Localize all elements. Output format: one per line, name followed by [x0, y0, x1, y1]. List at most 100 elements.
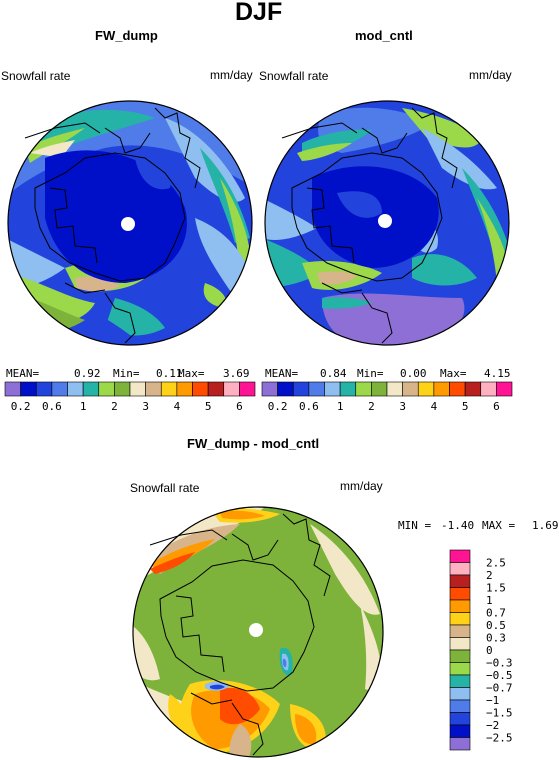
panel3-min-value: -1.40 — [441, 519, 475, 532]
panel3-colorbar-swatch — [449, 674, 471, 688]
panel3-colorbar-tick-label: −0.7 — [486, 682, 513, 695]
panel3-colorbar-swatch — [449, 699, 471, 713]
panel1-units: mm/day — [210, 68, 253, 82]
panel1-colorbar-swatch — [35, 381, 53, 397]
panel3-colorbar-swatch — [449, 549, 471, 563]
panel2-colorbar-tick-label: 0.2 — [268, 400, 288, 413]
panel3-colorbar-tick-label: 2.5 — [486, 557, 506, 570]
panel1-colorbar: 0.2 0.6 1 2 3 4 5 6 — [4, 381, 256, 413]
panel1-colorbar-tick-label: 1 — [80, 400, 87, 413]
panel2-colorbar-swatch — [261, 381, 278, 397]
panel3-colorbar-tick-label: 0 — [486, 644, 493, 657]
panel3-colorbar-swatch — [449, 687, 471, 701]
panel2-colorbar-tick-label: 1 — [337, 400, 344, 413]
panel3-colorbar-tick-label: −1 — [486, 694, 499, 707]
panel1-map — [7, 100, 253, 346]
panel1-colorbar-tick-label: 2 — [111, 400, 118, 413]
panel3-colorbar-tick-label: −2 — [486, 719, 499, 732]
panel3-max-label: MAX = — [482, 519, 516, 532]
panel2-units: mm/day — [469, 68, 512, 82]
panel3-colorbar-swatch — [449, 712, 471, 726]
panel2-colorbar-swatch — [433, 381, 450, 397]
panel3-units: mm/day — [340, 479, 383, 493]
panel3-colorbar-swatch — [449, 562, 471, 576]
panel1-colorbar-swatch — [20, 381, 37, 397]
panel1-colorbar-swatch — [4, 381, 21, 397]
panel1-colorbar-swatch — [176, 381, 193, 397]
panel3-colorbar-tick-label: −1.5 — [486, 707, 513, 720]
panel2-colorbar-swatch — [292, 381, 310, 397]
panel2-colorbar-swatch — [371, 381, 388, 397]
panel2-colorbar-swatch — [449, 381, 466, 397]
panel1-colorbar-tick-label: 5 — [205, 400, 212, 413]
panel1-colorbar-swatch — [114, 381, 131, 397]
panel2-colorbar-tick-label: 0.6 — [299, 400, 319, 413]
panel2-colorbar-swatch — [308, 381, 325, 397]
panel2-max-label: Max= — [440, 367, 467, 380]
panel3-colorbar-tick-label: 0.5 — [486, 619, 506, 632]
panel2-mean-value: 0.84 — [320, 367, 347, 380]
panel3-colorbar-tick-label: 2 — [486, 569, 493, 582]
panel3-colorbar-swatch — [449, 587, 471, 601]
panel1-colorbar-swatch — [82, 381, 100, 397]
panel3-colorbar-swatch — [449, 662, 471, 676]
panel3-colorbar-tick-label: −0.3 — [486, 657, 513, 670]
panel1-mean-label: MEAN= — [6, 367, 40, 380]
panel1-min-label: Min= — [113, 367, 140, 380]
panel3-max-value: 1.69 — [532, 519, 559, 532]
panel3-min-label: MIN = — [398, 519, 432, 532]
panel2-colorbar-swatch — [417, 381, 435, 397]
panel1-colorbar-swatch — [51, 381, 68, 397]
panel1-colorbar-swatch — [192, 381, 209, 397]
panel1-mean-value: 0.92 — [74, 367, 101, 380]
panel3-colorbar-tick-label: 0.7 — [486, 607, 506, 620]
panel3-colorbar-swatch — [449, 724, 471, 738]
panel3-colorbar-swatch — [449, 649, 471, 663]
panel1-max-label: Max= — [178, 367, 205, 380]
panel1-colorbar-tick-label: 6 — [236, 400, 243, 413]
panel1-max-value: 3.69 — [223, 367, 250, 380]
panel1-colorbar-swatch — [160, 381, 178, 397]
panel1-colorbar-swatch — [67, 381, 84, 397]
panel1-colorbar-swatch — [239, 381, 256, 397]
panel2-colorbar-tick-label: 2 — [368, 400, 375, 413]
panel2-min-value: 0.00 — [400, 367, 427, 380]
panel1-colorbar-swatch — [98, 381, 115, 397]
panel2-colorbar-tick-label: 6 — [493, 400, 500, 413]
panel1-title: FW_dump — [95, 28, 158, 43]
panel2-title: mod_cntl — [355, 28, 413, 43]
panel3-colorbar-swatch — [449, 637, 471, 651]
panel2-colorbar-tick-label: 3 — [399, 400, 406, 413]
panel1-colorbar-tick-label: 0.6 — [42, 400, 62, 413]
panel1-colorbar-swatch — [223, 381, 240, 397]
panel3-left-label: Snowfall rate — [130, 481, 200, 495]
panel2-colorbar-swatch — [324, 381, 341, 397]
panel2-colorbar-swatch — [402, 381, 419, 397]
panel2-mean-label: MEAN= — [265, 367, 299, 380]
panel1-min-value: 0.11 — [156, 367, 183, 380]
panel2-colorbar-swatch — [496, 381, 513, 397]
panel1-colorbar-tick-label: 3 — [142, 400, 149, 413]
panel3-colorbar-swatch — [449, 737, 471, 751]
panel3-colorbar-tick-label: 1 — [486, 594, 493, 607]
panel3-colorbar-swatch — [449, 574, 471, 588]
panel2-min-label: Min= — [357, 367, 384, 380]
panel2-left-label: Snowfall rate — [259, 69, 329, 83]
panel2-colorbar-tick-label: 4 — [431, 400, 438, 413]
panel1-colorbar-swatch — [129, 381, 146, 397]
panel2-colorbar-swatch — [464, 381, 482, 397]
panel3-colorbar-tick-label: −2.5 — [486, 732, 513, 745]
figure-title: DJF — [235, 0, 283, 26]
panel1-left-label: Snowfall rate — [1, 69, 71, 83]
panel3-colorbar-tick-label: 1.5 — [486, 582, 506, 595]
panel2-map — [264, 100, 510, 346]
panel1-colorbar-tick-label: 4 — [174, 400, 181, 413]
panel3-colorbar: 2.521.510.70.50.30−0.3−0.5−0.7−1−1.5−2−2… — [449, 549, 513, 751]
panel1-colorbar-swatch — [145, 381, 162, 397]
panel2-colorbar-tick-label: 5 — [462, 400, 469, 413]
panel2-colorbar-swatch — [386, 381, 403, 397]
panel2-colorbar-swatch — [355, 381, 372, 397]
panel2-colorbar: 0.2 0.6 1 2 3 4 5 6 — [261, 381, 513, 413]
panel2-colorbar-swatch — [339, 381, 357, 397]
panel3-colorbar-swatch — [449, 612, 471, 626]
